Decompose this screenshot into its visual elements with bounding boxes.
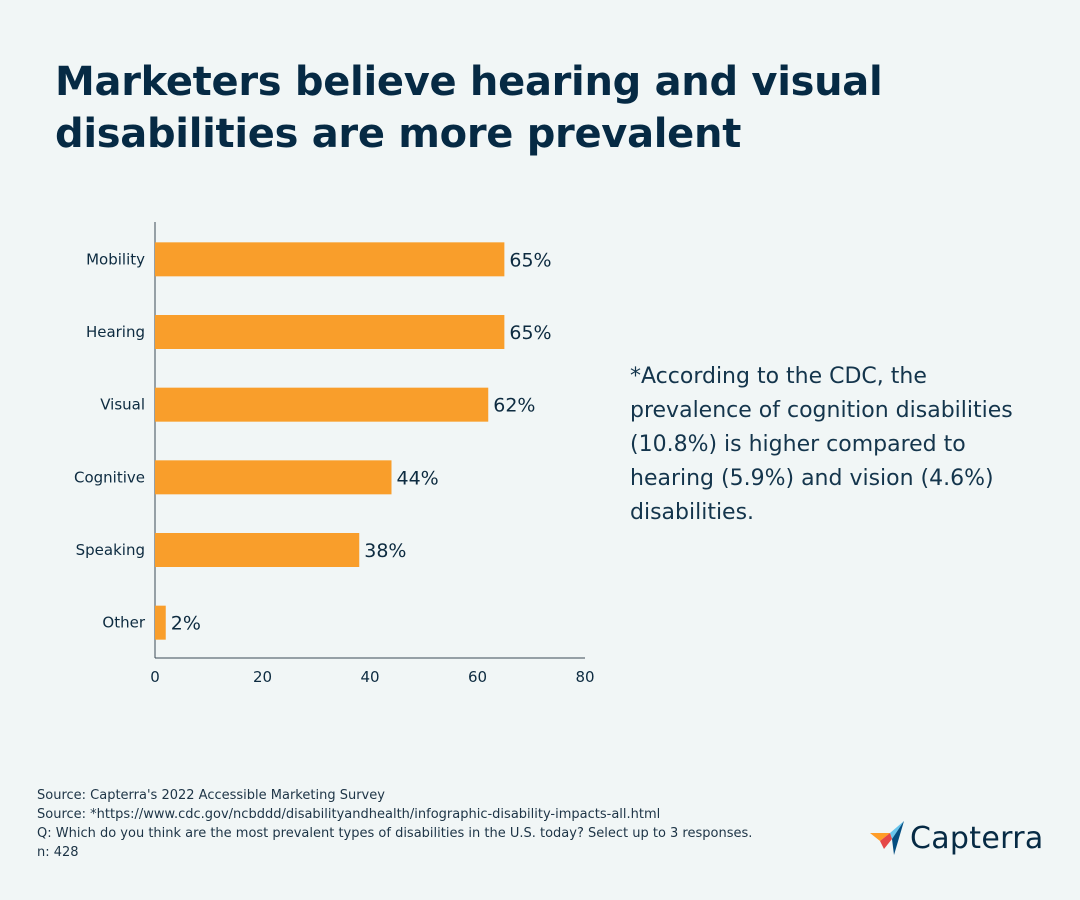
bar xyxy=(155,315,505,349)
bar xyxy=(155,242,505,277)
bar xyxy=(155,533,360,567)
bar xyxy=(155,460,392,495)
sample-size-line: n: 428 xyxy=(37,845,79,860)
data-label: 38% xyxy=(364,540,406,562)
capterra-logo: Capterra xyxy=(870,818,1044,858)
data-label: 65% xyxy=(509,322,551,344)
question-line: Q: Which do you think are the most preva… xyxy=(37,826,753,841)
page-title: Marketers believe hearing and visual dis… xyxy=(55,59,883,157)
category-label: Speaking xyxy=(76,541,145,559)
category-label: Visual xyxy=(100,396,145,414)
source-line: Source: Capterra's 2022 Accessible Marke… xyxy=(37,788,385,803)
x-tick-label: 80 xyxy=(575,668,594,686)
data-label: 65% xyxy=(509,249,551,271)
sources-block: Source: Capterra's 2022 Accessible Marke… xyxy=(37,786,837,862)
capterra-arrow-logo-icon xyxy=(870,821,904,855)
x-tick-label: 0 xyxy=(150,668,160,686)
data-label: 44% xyxy=(397,467,439,489)
category-label: Cognitive xyxy=(74,468,145,486)
bar xyxy=(155,387,489,422)
data-label: 62% xyxy=(493,395,535,417)
category-label: Hearing xyxy=(86,323,145,341)
x-tick-label: 60 xyxy=(468,668,487,686)
category-label: Other xyxy=(102,614,145,632)
category-label: Mobility xyxy=(86,250,145,268)
x-tick-label: 20 xyxy=(253,668,272,686)
cdc-footnote: *According to the CDC, the prevalence of… xyxy=(630,364,1013,525)
source-line: Source: *https://www.cdc.gov/ncbddd/disa… xyxy=(37,807,661,822)
data-label: 2% xyxy=(171,613,201,635)
logo-text: Capterra xyxy=(910,820,1044,856)
bar xyxy=(155,605,166,640)
x-tick-label: 40 xyxy=(360,668,379,686)
